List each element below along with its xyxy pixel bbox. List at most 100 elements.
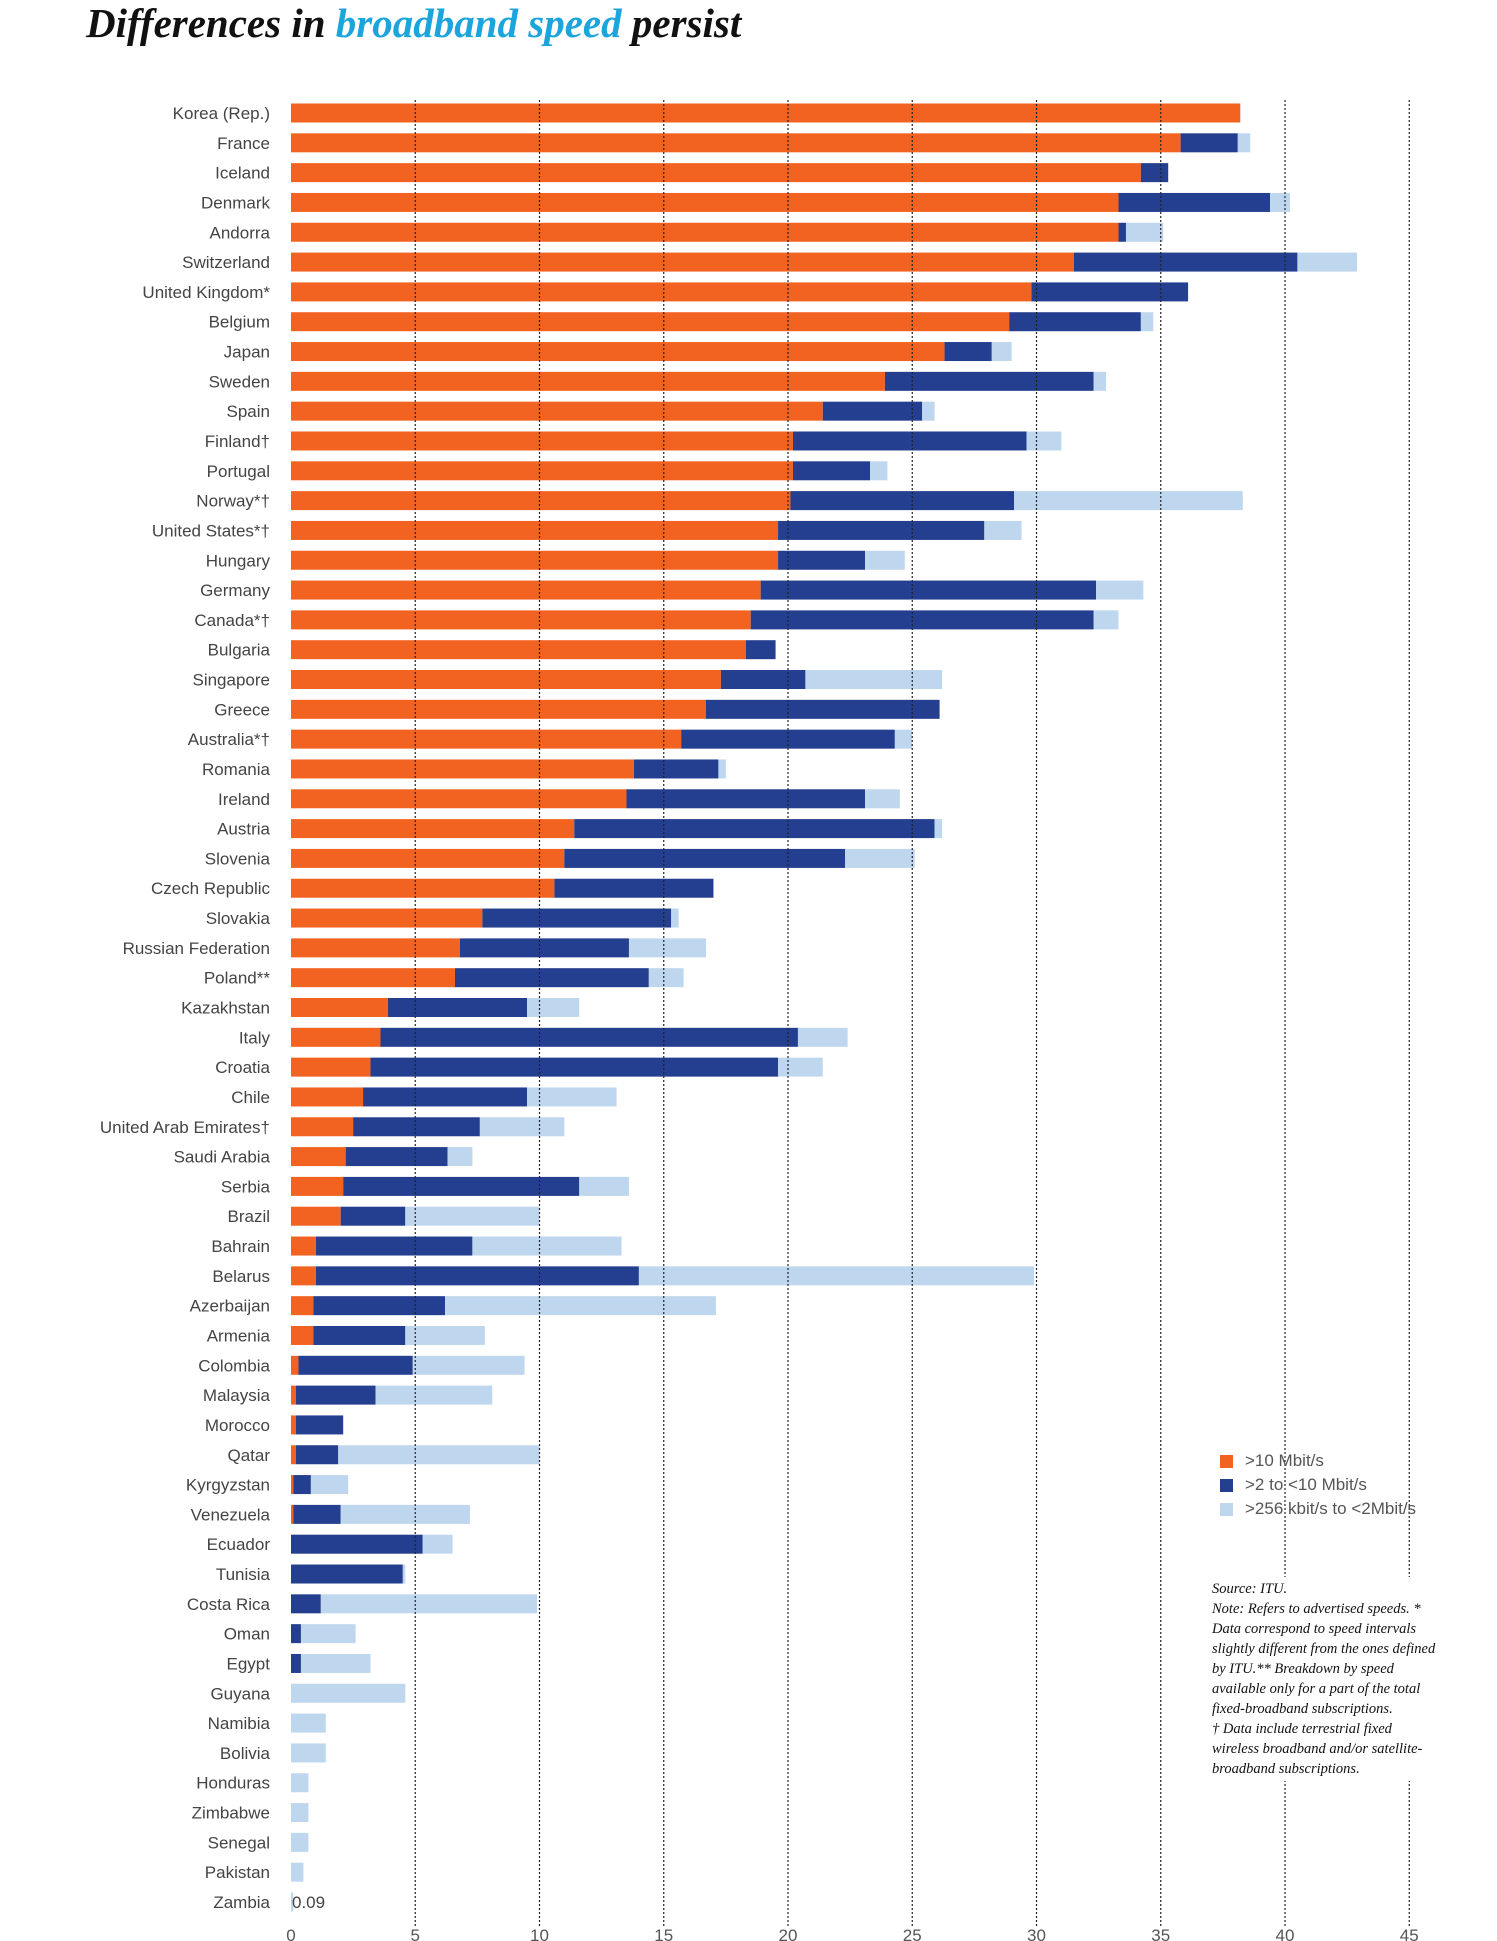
bar-mid [295, 1385, 376, 1405]
legend-item-mid: >2 to <10 Mbit/s [1220, 1473, 1416, 1497]
bar-mid [1180, 133, 1238, 153]
category-label: Tunisia [216, 1565, 271, 1584]
grid-layer [414, 100, 1410, 1928]
bar-low [291, 1803, 309, 1823]
category-label: Kyrgyzstan [186, 1476, 270, 1495]
category-label: Zimbabwe [192, 1804, 270, 1823]
category-label: Guyana [210, 1684, 270, 1703]
category-label: Saudi Arabia [174, 1148, 271, 1167]
legend-label-mid: >2 to <10 Mbit/s [1245, 1475, 1367, 1494]
bar-mid [459, 938, 629, 958]
x-tick-label: 30 [1027, 1926, 1046, 1941]
bar-mid [293, 1475, 311, 1495]
bar-low [1026, 431, 1062, 451]
category-label: Bulgaria [208, 641, 271, 660]
bar-high [291, 878, 555, 898]
x-tick-labels: 0 5 10 15 20 25 30 35 40 45 [286, 1926, 1418, 1941]
category-label: Hungary [206, 551, 271, 570]
source-notes: Source: ITU. Note: Refers to advertised … [1212, 1577, 1438, 1781]
bar-high [291, 1445, 296, 1465]
bar-high [291, 610, 751, 630]
category-label: Honduras [196, 1774, 270, 1793]
bar-mid [1140, 163, 1169, 183]
bar-mid [313, 1296, 446, 1316]
category-label: Bolivia [220, 1744, 271, 1763]
bar-low [991, 342, 1012, 362]
bar-mid [1118, 222, 1126, 242]
bar-high [291, 1325, 314, 1345]
bar-low [338, 1445, 540, 1465]
bar-mid [315, 1266, 639, 1286]
category-label: Qatar [227, 1446, 270, 1465]
bar-mid [760, 580, 1097, 600]
bar-high [291, 1296, 314, 1316]
title-part3: persist [631, 0, 742, 46]
bar-high [291, 819, 575, 839]
bar-high [291, 282, 1032, 302]
bar-mid [291, 1564, 403, 1584]
category-label: Poland** [204, 969, 271, 988]
legend: >10 Mbit/s >2 to <10 Mbit/s >256 kbit/s … [1220, 1449, 1416, 1521]
bar-high [291, 461, 793, 481]
bar-low [291, 1892, 294, 1912]
category-label: Switzerland [182, 253, 270, 272]
legend-swatch-low [1220, 1502, 1233, 1516]
category-label: Romania [202, 760, 271, 779]
bar-low [527, 1087, 617, 1107]
bar-mid [778, 520, 985, 540]
category-label: Portugal [207, 462, 270, 481]
category-label: Slovakia [206, 909, 271, 928]
x-tick-label: 0 [286, 1926, 295, 1941]
category-label: Zambia [213, 1893, 270, 1912]
bar-high [291, 1087, 364, 1107]
legend-label-high: >10 Mbit/s [1245, 1451, 1324, 1470]
bar-high [291, 1176, 344, 1196]
bar-low [778, 1057, 823, 1077]
bar-mid [750, 610, 1094, 630]
bar-high [291, 699, 706, 719]
category-label: Oman [224, 1625, 270, 1644]
bar-mid [884, 371, 1094, 391]
category-label: Azerbaijan [190, 1297, 270, 1316]
bar-low [922, 401, 935, 421]
bar-mid [370, 1057, 779, 1077]
category-label: Belarus [212, 1267, 270, 1286]
bar-low [405, 1325, 485, 1345]
category-label: United Arab Emirates† [100, 1118, 270, 1137]
bar-low [291, 1862, 304, 1882]
category-label: Belgium [209, 313, 270, 332]
bar-low [1237, 133, 1251, 153]
bar-low [1093, 371, 1107, 391]
bar-low [579, 1176, 629, 1196]
category-label: Denmark [201, 193, 270, 212]
category-label: Greece [214, 700, 270, 719]
bar-low [412, 1355, 525, 1375]
x-tick-label: 20 [779, 1926, 798, 1941]
category-label: Germany [200, 581, 270, 600]
category-label: Brazil [227, 1207, 270, 1226]
bar-mid [745, 640, 776, 660]
category-label: Egypt [227, 1654, 271, 1673]
bar-low [472, 1236, 622, 1256]
bar-high [291, 1355, 299, 1375]
bar-high [291, 789, 627, 809]
category-label: Canada*† [194, 611, 270, 630]
legend-swatch-mid [1220, 1478, 1233, 1492]
bar-low [934, 819, 943, 839]
bar-high [291, 342, 945, 362]
bar-high [291, 133, 1181, 153]
bar-low [1096, 580, 1144, 600]
category-label: Chile [231, 1088, 270, 1107]
bar-mid [315, 1236, 473, 1256]
value-annotation: 0.09 [292, 1893, 325, 1912]
bar-high [291, 1504, 294, 1524]
bar-mid [293, 1504, 341, 1524]
bar-mid [564, 848, 846, 868]
category-label: Andorra [210, 223, 271, 242]
category-label: Slovenia [205, 849, 271, 868]
category-label: Croatia [215, 1058, 270, 1077]
bar-mid [790, 491, 1015, 511]
bar-mid [705, 699, 940, 719]
bar-high [291, 1147, 346, 1167]
